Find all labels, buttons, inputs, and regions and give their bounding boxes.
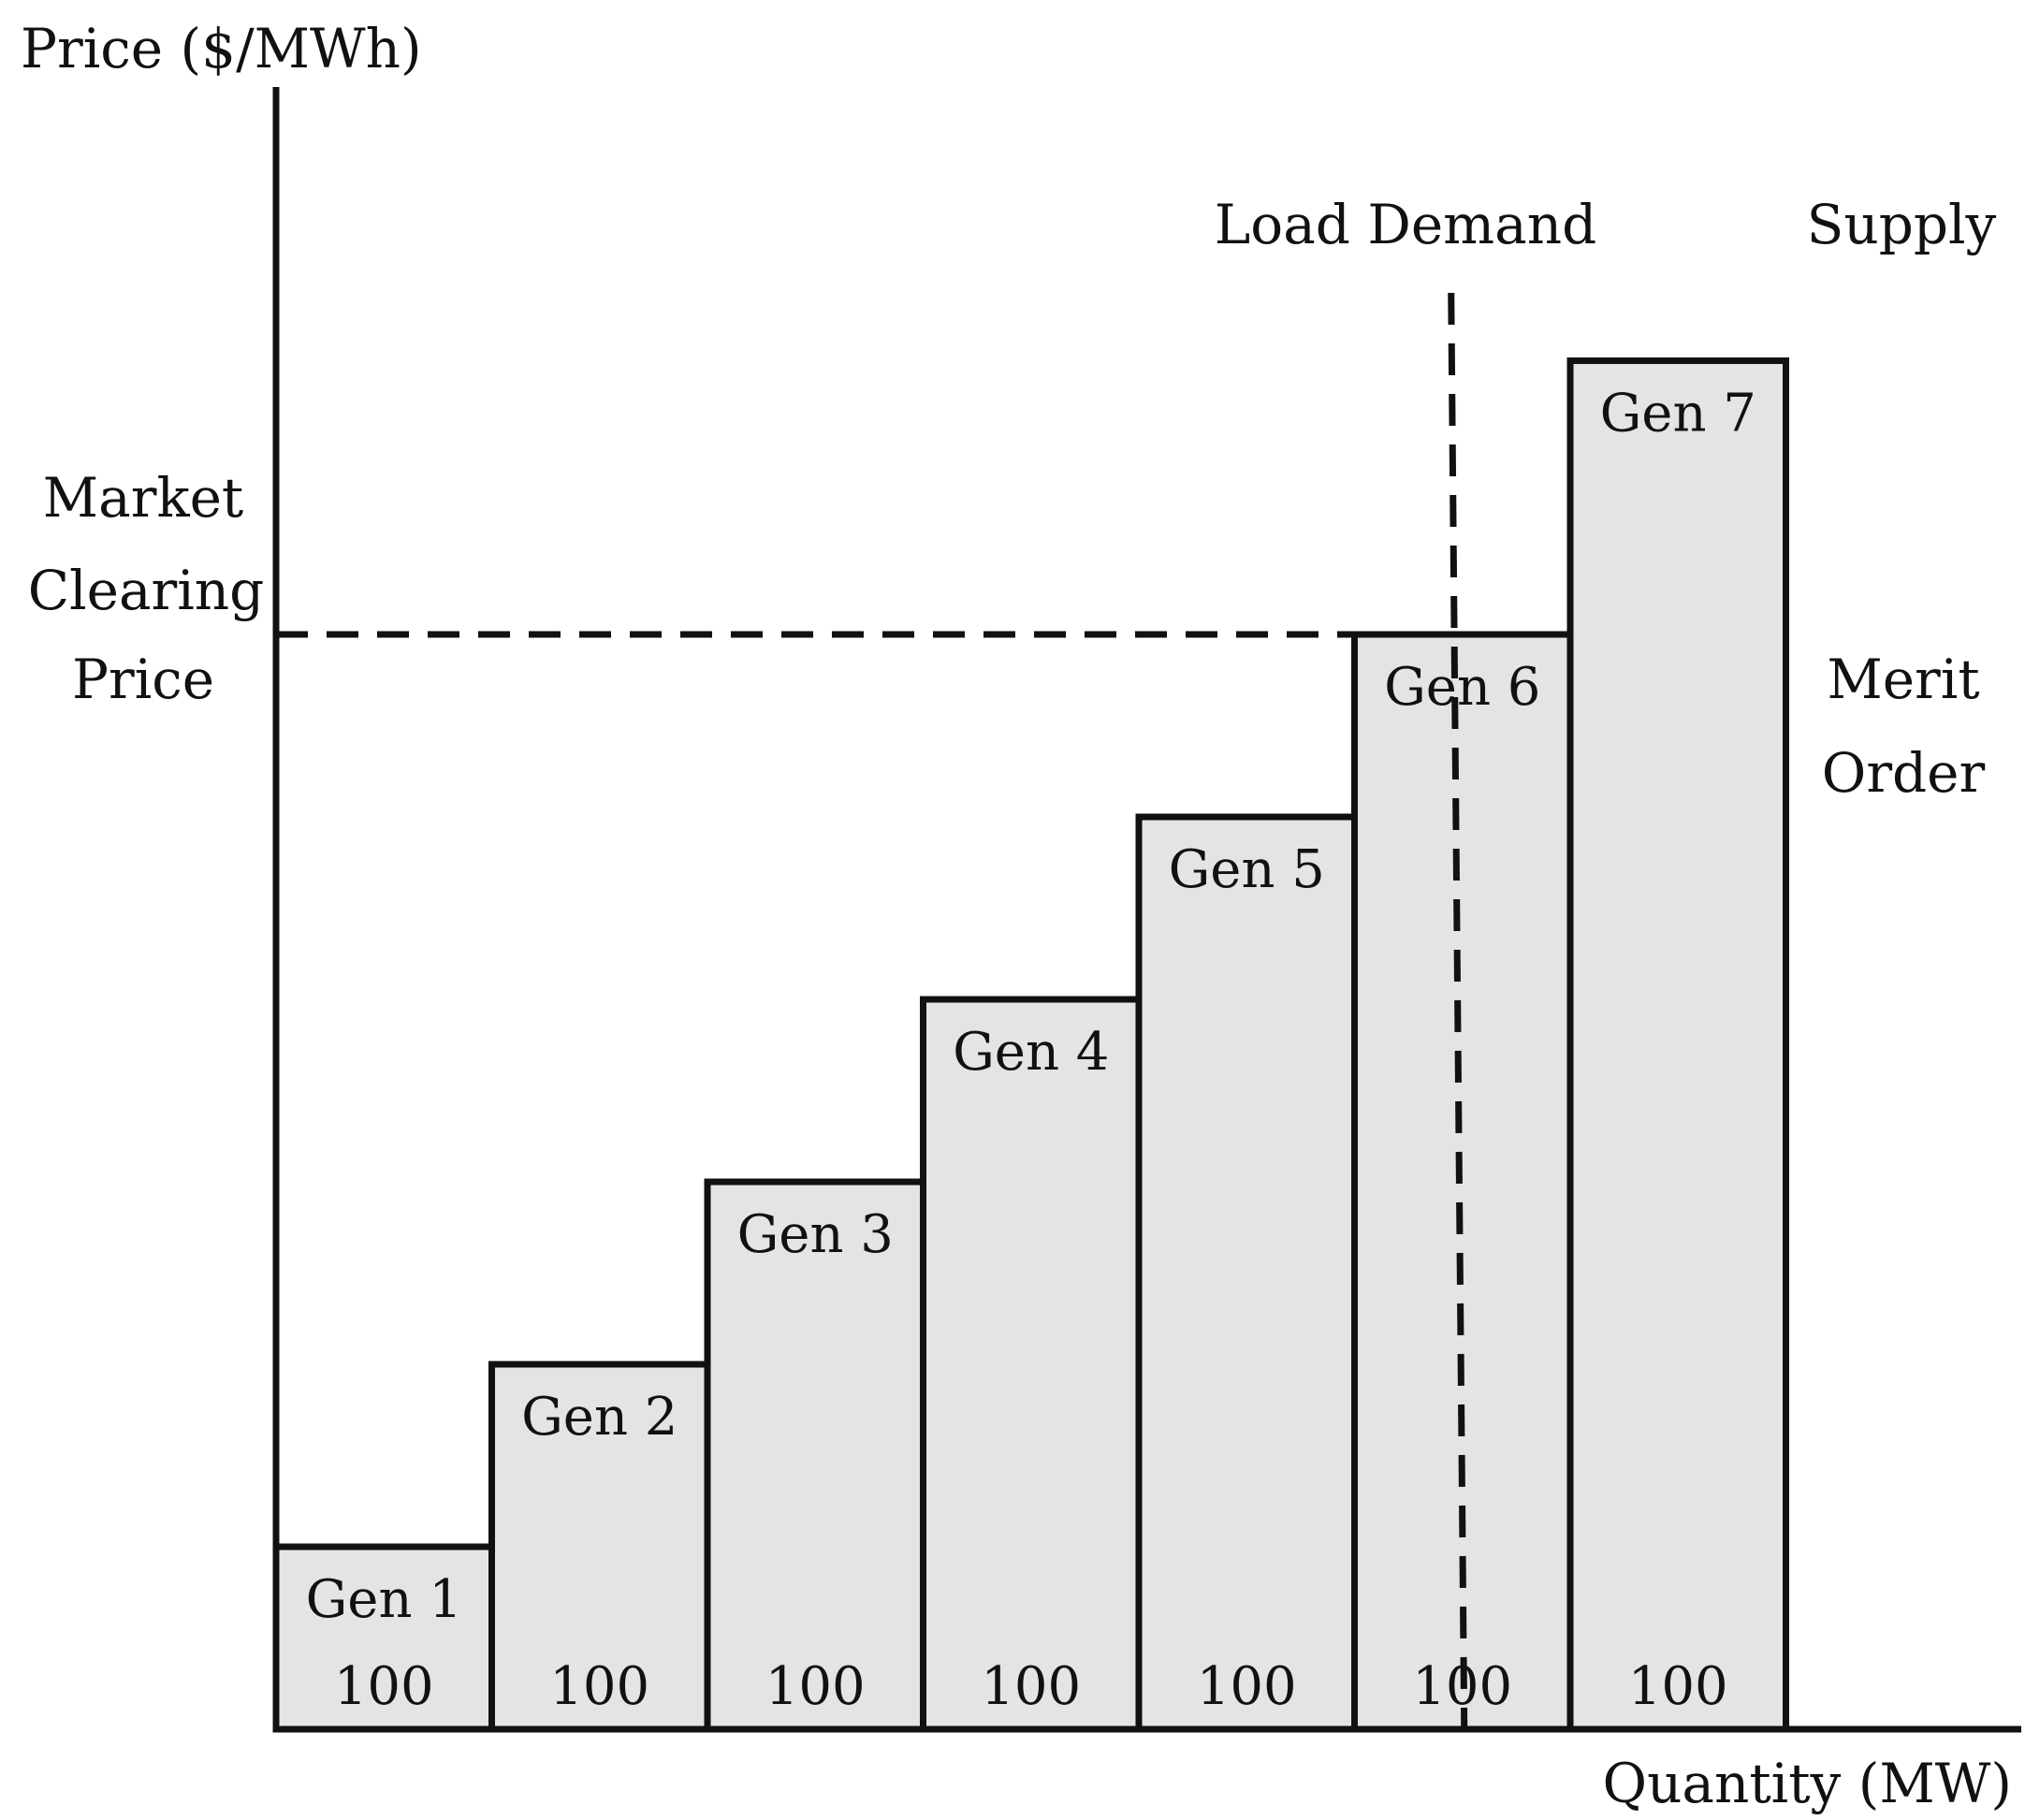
x-axis-label: Quantity (MW) (1603, 1752, 2012, 1815)
capacity-label-gen-7: 100 (1628, 1656, 1728, 1717)
bar-gen-5 (1135, 813, 1358, 1733)
clearing-price-label-line-1: Market (43, 466, 243, 530)
bar-gen-7 (1566, 357, 1789, 1733)
capacity-label-gen-3: 100 (765, 1656, 866, 1717)
merit-order-label-line-1: Merit (1827, 648, 1979, 711)
bar-label-gen-7: Gen 7 (1600, 384, 1756, 444)
bars-group (272, 357, 1789, 1733)
load-demand-label: Load Demand (1215, 193, 1596, 256)
capacity-label-gen-2: 100 (549, 1656, 649, 1717)
y-axis-label: Price ($/MWh) (21, 17, 422, 80)
bar-label-gen-1: Gen 1 (306, 1569, 462, 1630)
supply-label: Supply (1807, 193, 1997, 256)
capacity-label-gen-4: 100 (981, 1656, 1081, 1717)
bar-label-gen-4: Gen 4 (953, 1022, 1109, 1083)
bar-gen-3 (704, 1178, 926, 1733)
bar-label-gen-2: Gen 2 (521, 1387, 677, 1448)
capacity-labels-group: 100 100 100 100 100 100 100 (334, 1656, 1728, 1717)
capacity-label-gen-5: 100 (1197, 1656, 1297, 1717)
bar-gen-4 (920, 996, 1143, 1733)
capacity-label-gen-1: 100 (334, 1656, 434, 1717)
bar-labels-group: Gen 1 Gen 2 Gen 3 Gen 4 Gen 5 Gen 6 Gen 7 (306, 384, 1756, 1631)
merit-order-label-line-2: Order (1822, 741, 1986, 805)
bar-label-gen-5: Gen 5 (1169, 839, 1325, 900)
load-demand-line (1448, 292, 1468, 1730)
bar-label-gen-3: Gen 3 (737, 1204, 894, 1265)
clearing-price-label-line-2: Clearing (28, 559, 265, 622)
bar-gen-2 (488, 1361, 711, 1733)
clearing-price-label-line-3: Price (72, 648, 214, 711)
bar-label-gen-6: Gen 6 (1384, 657, 1540, 718)
